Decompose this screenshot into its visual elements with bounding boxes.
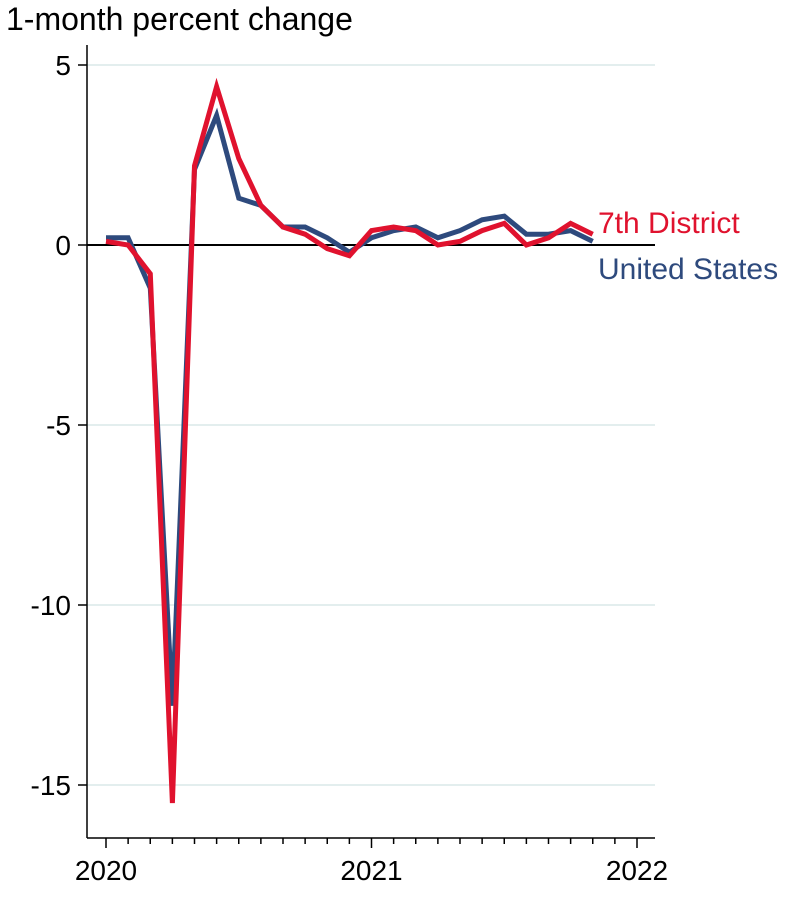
series-label: 7th District [598, 207, 740, 240]
series-labels: United States 7th District [598, 207, 778, 286]
chart-title: 1-month percent change [6, 1, 353, 37]
y-tick-label: -5 [46, 410, 71, 441]
x-tick-label: 2021 [340, 855, 402, 886]
x-tick-label: 2022 [606, 855, 668, 886]
y-tick-label: 0 [55, 230, 71, 261]
series-label: United States [598, 253, 778, 286]
series-line-7th-district [105, 77, 594, 804]
y-tick-label: 5 [55, 50, 71, 81]
series-lines [105, 77, 594, 804]
axes: 5 0 -5 -10 -15 2020 2021 2022 [31, 45, 668, 886]
x-tick-label: 2020 [75, 855, 137, 886]
y-tick-label: -15 [31, 770, 71, 801]
y-tick-label: -10 [31, 590, 71, 621]
